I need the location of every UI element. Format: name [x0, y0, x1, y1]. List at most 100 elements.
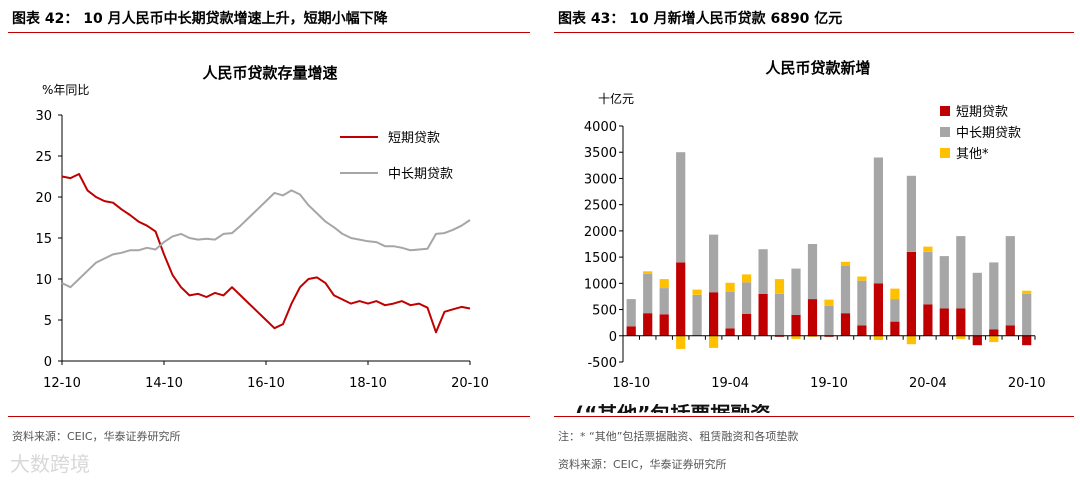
bar-segment	[725, 282, 735, 292]
bar-segment	[643, 313, 653, 336]
bar-segment	[857, 276, 867, 281]
bar-segment	[742, 282, 752, 314]
bar-segment	[890, 321, 900, 336]
clipped-footnote: (“其他”包括票据融资	[575, 404, 995, 413]
bar-segment	[774, 279, 785, 294]
legend-label: 短期贷款	[388, 131, 440, 146]
y-axis-label: %年同比	[42, 83, 89, 97]
bar-segment	[758, 249, 768, 294]
legend-swatch	[940, 148, 950, 158]
bar-segment	[873, 283, 883, 336]
bar-segment	[676, 152, 686, 263]
x-tick-label: 16-10	[247, 376, 285, 391]
bar-segment	[709, 292, 719, 336]
source-text: 资料来源：CEIC，华泰证券研究所	[558, 458, 727, 471]
bar-segment	[906, 335, 916, 345]
left-panel: 图表 42： 10 月人民币中长期贷款增速上升，短期小幅下降 人民币贷款存量增速…	[8, 11, 530, 443]
y-tick-label: 2000	[584, 225, 617, 240]
bar-segment	[857, 325, 867, 336]
series-line	[61, 173, 471, 334]
y-tick-label: 3500	[584, 146, 617, 161]
y-tick-label: 20	[35, 191, 52, 206]
bar-segment	[923, 304, 933, 336]
bar-segment	[807, 335, 818, 337]
bar-segment	[725, 328, 735, 336]
bar-segment	[956, 236, 966, 309]
bar-segment	[890, 299, 900, 322]
bar-segment	[725, 291, 735, 329]
bar-segment	[1005, 325, 1015, 336]
bar-segment	[989, 329, 999, 336]
y-tick-label: 10	[35, 273, 52, 288]
bar-segment	[906, 175, 916, 252]
legend-swatch	[940, 106, 950, 116]
legend-label: 短期贷款	[956, 105, 1008, 120]
bar-segment	[676, 262, 686, 336]
bar-segment	[873, 157, 883, 284]
source-text: 资料来源：CEIC，华泰证券研究所	[12, 430, 181, 443]
y-tick-label: 4000	[584, 120, 617, 135]
bar-segment	[659, 279, 669, 288]
bar-segment	[989, 262, 999, 330]
chart-title: 人民币贷款存量增速	[202, 64, 337, 82]
bar-segment	[659, 314, 669, 336]
x-tick-label: 18-10	[349, 376, 387, 391]
bar-segment	[774, 335, 785, 337]
legend-label: 其他*	[956, 147, 989, 162]
y-tick-label: -500	[587, 356, 617, 371]
title-rule	[554, 32, 1074, 33]
x-tick-label: 20-04	[909, 376, 947, 391]
bar-segment	[692, 294, 702, 336]
legend-label: 中长期贷款	[956, 126, 1021, 141]
bar-segment	[1022, 293, 1032, 336]
y-axis-label: 十亿元	[598, 91, 634, 106]
bar-segment	[1005, 236, 1015, 326]
bar-segment	[840, 266, 851, 314]
legend-swatch	[940, 127, 950, 137]
bar-segment	[1022, 290, 1032, 294]
bar-segment	[857, 280, 867, 326]
x-tick-label: 19-04	[711, 376, 749, 391]
bar-segment	[626, 326, 636, 336]
x-tick-label: 20-10	[1008, 376, 1046, 391]
y-tick-label: 3000	[584, 172, 617, 187]
bar-segment	[923, 251, 933, 305]
note-text: 注：* “其他”包括票据融资、租赁融资和各项垫款	[558, 430, 799, 443]
bar-segment	[659, 288, 669, 315]
bar-segment	[939, 256, 949, 309]
title-rule	[8, 32, 530, 33]
bar-segment	[972, 272, 982, 336]
bar-segment	[824, 335, 834, 337]
bar-segment	[824, 305, 834, 336]
bar-segment	[906, 251, 916, 336]
bar-segment	[890, 288, 900, 300]
x-tick-label: 14-10	[145, 376, 183, 391]
bar-segment	[972, 335, 982, 346]
bar-segment	[626, 299, 636, 327]
bar-segment	[923, 246, 933, 252]
bar-segment	[692, 289, 702, 295]
x-tick-label: 20-10	[451, 376, 489, 391]
y-tick-label: 0	[609, 330, 617, 345]
y-tick-label: 500	[592, 304, 617, 319]
bar-segment	[807, 299, 818, 336]
bar-segment	[758, 293, 768, 336]
y-tick-label: 0	[44, 355, 52, 370]
bar-segment	[791, 335, 801, 339]
legend-label: 中长期贷款	[388, 167, 453, 182]
bar-segment	[873, 335, 883, 340]
x-tick-label: 18-10	[612, 376, 650, 391]
bar-segment	[840, 313, 851, 336]
y-tick-label: 2500	[584, 199, 617, 214]
bar-segment	[840, 261, 851, 266]
bar-segment	[643, 271, 653, 274]
y-tick-label: 1000	[584, 277, 617, 292]
bar-segment	[939, 308, 949, 336]
figure-title: 图表 43： 10 月新增人民币贷款 6890 亿元	[558, 11, 843, 27]
note-rule	[554, 416, 1074, 417]
bar-segment	[742, 313, 752, 336]
bar-segment	[774, 293, 785, 336]
bar-segment	[791, 314, 801, 336]
bar-segment	[676, 335, 686, 349]
